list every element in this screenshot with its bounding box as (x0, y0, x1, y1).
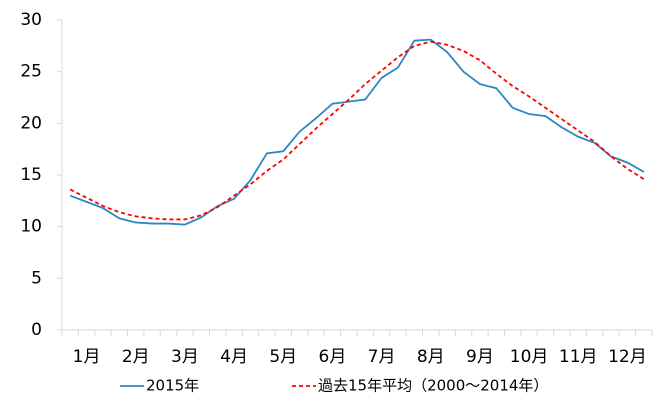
x-tick-label: 8月 (417, 347, 445, 367)
line-series (69, 40, 645, 221)
x-tick-label: 1月 (73, 347, 101, 367)
x-tick-label: 7月 (368, 347, 396, 367)
legend-label: 過去15年平均（2000～2014年） (318, 377, 548, 395)
y-tick-label: 20 (20, 113, 42, 133)
x-tick-label: 5月 (269, 347, 297, 367)
x-tick-label: 6月 (319, 347, 347, 367)
y-tick-label: 5 (31, 268, 42, 288)
x-tick-label: 10月 (510, 347, 549, 367)
y-tick-label: 25 (20, 62, 42, 82)
x-tick-label: 2月 (122, 347, 150, 367)
x-tick-label: 3月 (171, 347, 199, 367)
legend-label: 2015年 (146, 377, 199, 395)
y-tick-label: 30 (20, 10, 42, 30)
x-tick-label: 4月 (220, 347, 248, 367)
x-tick-label: 12月 (608, 347, 647, 367)
y-tick-label: 0 (31, 320, 42, 340)
x-tick-label: 9月 (466, 347, 494, 367)
y-tick-label: 10 (20, 217, 42, 237)
y-tick-label: 15 (20, 165, 42, 185)
x-tick-label: 11月 (559, 347, 598, 367)
line-series (69, 38, 645, 226)
